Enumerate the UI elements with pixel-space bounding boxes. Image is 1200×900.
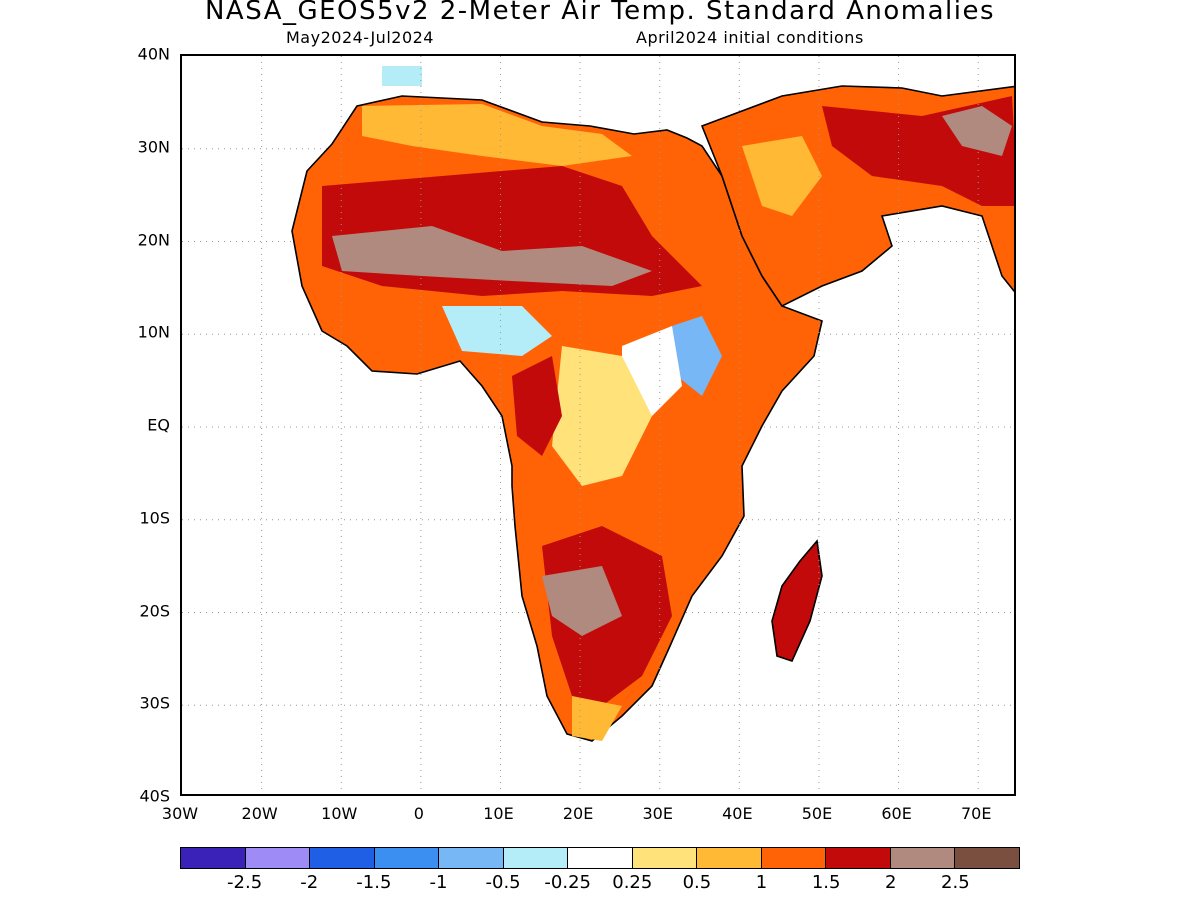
lon-tick-label: 0: [413, 804, 424, 823]
legend-swatch: [439, 848, 504, 868]
lat-tick-label: 10N: [137, 322, 170, 342]
longitude-grid: [261, 56, 979, 794]
legend-label: -1.5: [356, 872, 392, 893]
land-anomaly-field: [291, 66, 1014, 742]
legend-label: 2: [885, 872, 897, 893]
lat-tick-label: 30S: [139, 693, 170, 713]
lon-tick-label: 70E: [960, 804, 992, 823]
legend-label: -2.5: [227, 872, 263, 893]
legend-label: 0.5: [682, 872, 712, 893]
legend-label: -0.5: [485, 872, 521, 893]
lat-tick-label: 40N: [137, 44, 170, 64]
legend-swatch: [697, 848, 762, 868]
legend-label: -0.25: [544, 872, 591, 893]
anomaly-map: [182, 56, 1014, 794]
legend-label: -2: [300, 872, 319, 893]
lon-tick-label: 60E: [881, 804, 912, 823]
southern-africa-extreme-warm: [542, 566, 622, 636]
arabia-extreme-warm: [942, 106, 1012, 156]
legend-label: 0.25: [612, 872, 653, 893]
lon-tick-label: 10W: [321, 804, 358, 823]
lon-tick-label: 40E: [722, 804, 753, 823]
west-africa-neutral: [442, 306, 552, 356]
lat-tick-label: EQ: [147, 415, 170, 435]
legend-swatch: [955, 848, 1019, 868]
lon-tick-label: 20E: [562, 804, 594, 823]
lat-tick-label: 10S: [139, 508, 170, 528]
legend-label: 1: [755, 872, 768, 893]
legend-swatch: [568, 848, 633, 868]
color-legend: [180, 847, 1020, 869]
lon-tick-label: 10E: [483, 804, 514, 823]
lon-tick-label: 30W: [161, 804, 199, 823]
legend-swatch: [181, 848, 246, 868]
central-africa-mild: [552, 346, 652, 486]
initial-conditions: April2024 initial conditions: [636, 28, 864, 47]
legend-label: 1.5: [811, 872, 841, 893]
lat-tick-label: 20S: [139, 601, 170, 620]
madagascar: [771, 539, 823, 662]
legend-swatch: [503, 848, 569, 868]
lon-tick-label: 30E: [642, 804, 673, 823]
legend-label: -1: [429, 872, 448, 893]
lat-tick-label: 20N: [137, 230, 170, 249]
legend-swatch: [890, 848, 956, 868]
forecast-period: May2024-Jul2024: [286, 28, 434, 47]
central-strong-warm: [512, 356, 562, 456]
lon-tick-label: 50E: [801, 804, 833, 823]
arabia-mild: [742, 136, 822, 216]
legend-label: 2.5: [941, 872, 970, 893]
mediterranean-coast-cool: [382, 66, 422, 86]
north-africa-mild: [362, 104, 632, 166]
legend-swatch: [826, 848, 891, 868]
legend-swatch: [310, 848, 375, 868]
legend-swatch: [632, 848, 698, 868]
map-title: NASA_GEOS5v2 2-Meter Air Temp. Standard …: [204, 0, 996, 26]
legend-swatch: [245, 848, 311, 868]
lat-tick-label: 40S: [139, 786, 170, 806]
lat-tick-label: 30N: [137, 137, 170, 157]
legend-swatch: [374, 848, 440, 868]
southern-tip-mild: [572, 696, 622, 741]
legend-swatch: [761, 848, 827, 868]
sahel-extreme-warm: [332, 226, 652, 286]
map-panel: [180, 54, 1016, 796]
lon-tick-label: 20W: [241, 804, 278, 823]
east-africa-cool: [672, 316, 722, 396]
